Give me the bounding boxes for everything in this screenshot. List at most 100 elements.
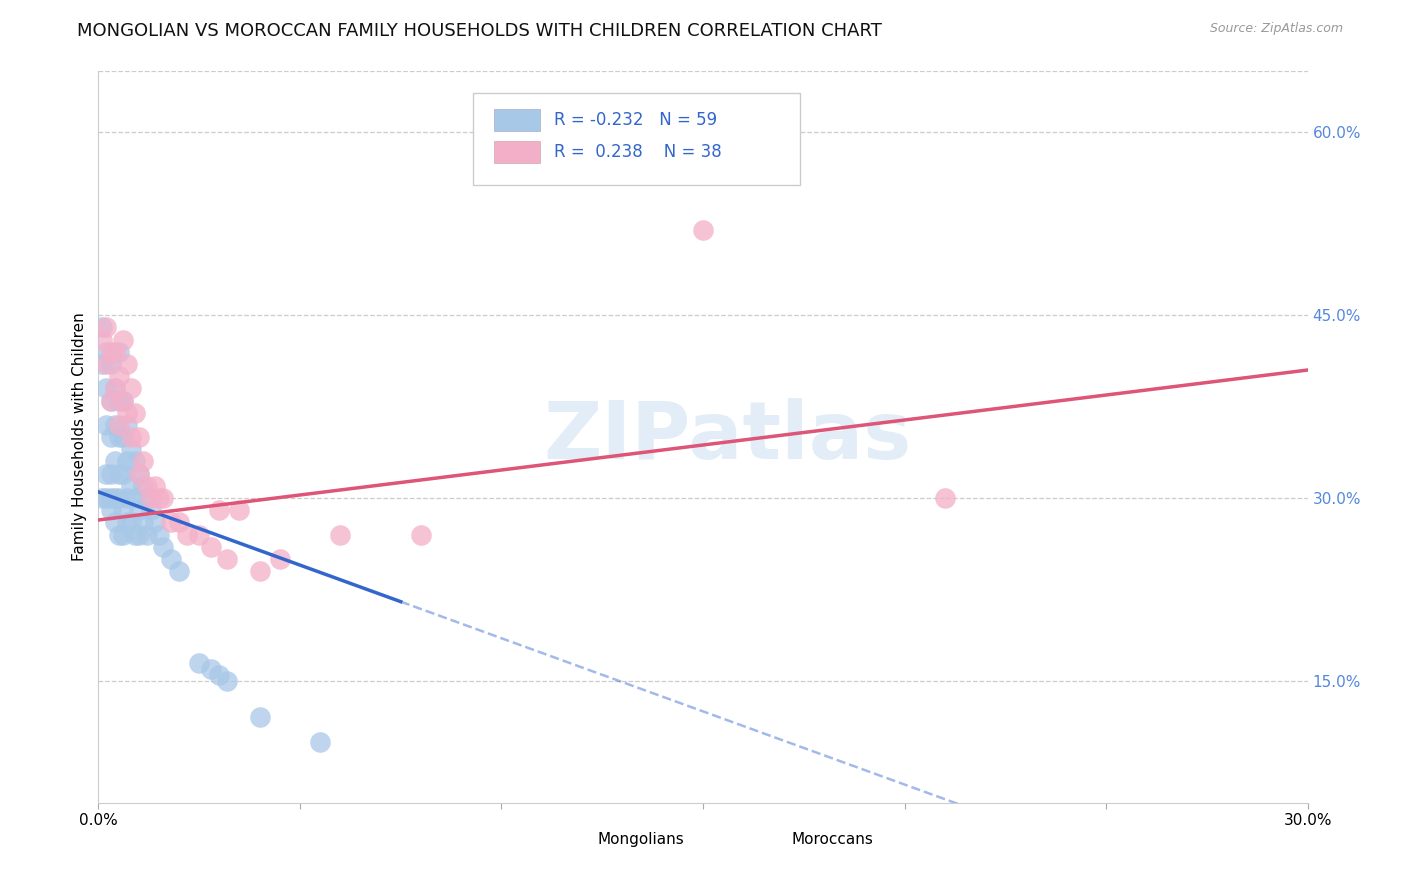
Point (132, 454, 155, 468)
Point (107, 430, 129, 444)
Point (124, 491, 146, 505)
Point (107, 467, 129, 481)
Point (135, 527, 157, 541)
Point (120, 381, 142, 395)
Text: R =  0.238    N = 38: R = 0.238 N = 38 (554, 143, 723, 161)
Point (124, 406, 146, 420)
Point (132, 516, 155, 530)
Point (100, 467, 122, 481)
Point (96, 320, 118, 334)
Point (309, 735, 332, 749)
Point (111, 503, 134, 517)
Point (100, 393, 122, 408)
Point (111, 333, 134, 347)
Point (128, 503, 150, 517)
Text: MONGOLIAN VS MOROCCAN FAMILY HOUSEHOLDS WITH CHILDREN CORRELATION CHART: MONGOLIAN VS MOROCCAN FAMILY HOUSEHOLDS … (77, 22, 882, 40)
Point (160, 552, 183, 566)
Point (103, 381, 125, 395)
Point (692, 223, 714, 237)
Point (103, 516, 125, 530)
Point (107, 491, 129, 505)
Point (107, 344, 129, 359)
Point (148, 527, 170, 541)
Point (103, 491, 125, 505)
Point (111, 467, 134, 481)
Point (115, 516, 138, 530)
Text: Moroccans: Moroccans (792, 832, 873, 847)
Point (135, 479, 157, 493)
Point (128, 430, 150, 444)
Point (124, 454, 146, 468)
Point (135, 491, 157, 505)
Point (132, 479, 155, 493)
Point (103, 417, 125, 432)
Point (217, 552, 239, 566)
Point (115, 417, 138, 432)
Point (217, 673, 239, 688)
Point (120, 442, 142, 457)
Point (103, 344, 125, 359)
Point (249, 564, 271, 578)
Point (115, 357, 138, 371)
Point (103, 454, 125, 468)
Point (115, 454, 138, 468)
Point (176, 527, 198, 541)
Point (91, 491, 114, 505)
Point (100, 393, 122, 408)
Point (139, 503, 162, 517)
Point (143, 516, 166, 530)
Point (111, 430, 134, 444)
FancyBboxPatch shape (734, 829, 779, 850)
Point (96, 381, 118, 395)
Point (120, 430, 142, 444)
Point (143, 479, 166, 493)
Point (96, 417, 118, 432)
Point (160, 516, 183, 530)
Point (100, 357, 122, 371)
Point (111, 393, 134, 408)
Point (115, 491, 138, 505)
Point (249, 710, 271, 724)
Point (96, 491, 118, 505)
Point (128, 467, 150, 481)
Point (167, 564, 190, 578)
Point (269, 552, 291, 566)
Point (329, 527, 352, 541)
FancyBboxPatch shape (540, 829, 586, 850)
Point (111, 393, 134, 408)
FancyBboxPatch shape (474, 94, 800, 185)
Point (111, 527, 134, 541)
Point (934, 491, 956, 505)
Text: ZIPatlas: ZIPatlas (543, 398, 911, 476)
Point (100, 344, 122, 359)
Point (167, 516, 190, 530)
Point (228, 503, 250, 517)
Point (409, 527, 432, 541)
Point (103, 381, 125, 395)
Point (208, 503, 231, 517)
Point (91, 333, 114, 347)
Point (100, 491, 122, 505)
Point (128, 467, 150, 481)
FancyBboxPatch shape (494, 109, 540, 130)
Point (120, 479, 142, 493)
Point (120, 516, 142, 530)
Point (188, 527, 211, 541)
Point (107, 527, 129, 541)
Point (200, 662, 222, 676)
Point (148, 491, 170, 505)
Point (100, 430, 122, 444)
Text: Mongolians: Mongolians (598, 832, 685, 847)
Text: R = -0.232   N = 59: R = -0.232 N = 59 (554, 111, 717, 128)
Point (107, 393, 129, 408)
Point (96, 467, 118, 481)
Point (100, 503, 122, 517)
Point (91, 357, 114, 371)
Point (200, 540, 222, 554)
Text: Source: ZipAtlas.com: Source: ZipAtlas.com (1209, 22, 1343, 36)
Point (139, 491, 162, 505)
Point (91, 320, 114, 334)
Point (107, 369, 129, 384)
Point (128, 527, 150, 541)
FancyBboxPatch shape (494, 141, 540, 163)
